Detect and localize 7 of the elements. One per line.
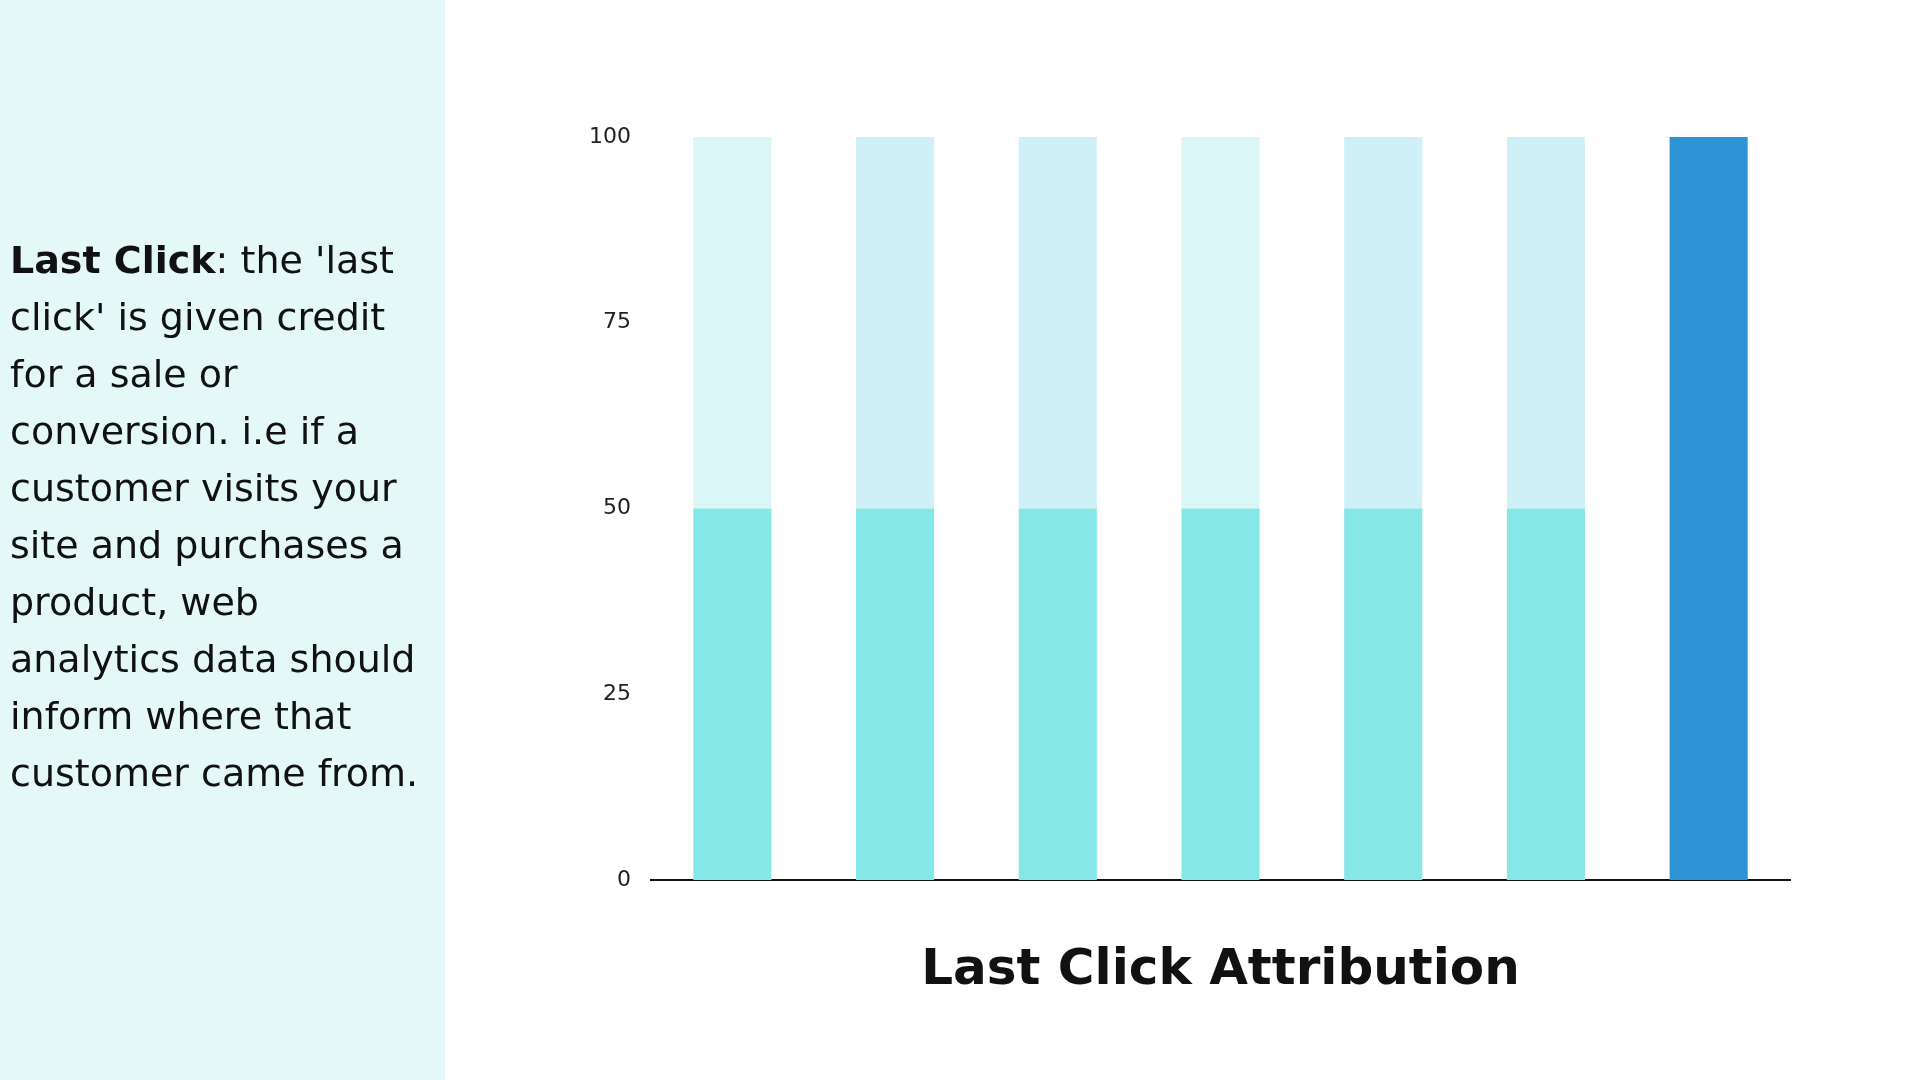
- y-tick-label: 0: [617, 865, 631, 891]
- text: Last Click: the 'last click' is given credit for a sale or conversion. i.e if a customer visits your site and purchases a product, web analytics data should inform where that customer came from.: [10, 238, 419, 795]
- y-tick-label: 25: [603, 679, 631, 705]
- y-tick-label: 100: [589, 122, 631, 148]
- x-axis-title: Last Click Attribution: [920, 938, 1521, 996]
- y-tick-label: 50: [603, 494, 631, 520]
- y-tick-label: 75: [603, 308, 631, 334]
